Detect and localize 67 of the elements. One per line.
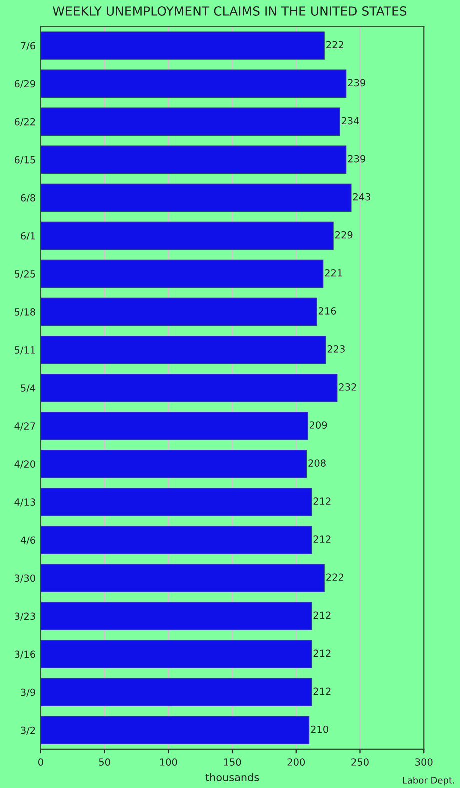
x-tick-label: 200	[288, 758, 306, 766]
x-tick-label: 100	[160, 758, 178, 766]
chart-title: WEEKLY UNEMPLOYMENT CLAIMS IN THE UNITED STATES	[53, 6, 407, 16]
x-tick-label: 150	[224, 758, 242, 766]
data-label: 243	[353, 193, 370, 201]
data-label: 212	[314, 650, 331, 657]
bar	[40, 70, 347, 98]
bar	[40, 184, 352, 212]
data-label: 216	[318, 307, 336, 315]
data-label: 229	[336, 231, 353, 239]
bar	[40, 602, 312, 630]
x-tick-label: 0	[38, 758, 44, 766]
y-tick-label: 5/25	[14, 270, 36, 279]
x-tick-label: 300	[416, 758, 433, 766]
bar	[40, 564, 325, 592]
bar	[40, 108, 340, 136]
y-tick-label: 3/16	[14, 650, 36, 659]
data-label: 212	[314, 612, 331, 619]
data-label: 223	[328, 346, 345, 353]
y-tick-label: 3/30	[14, 574, 36, 583]
y-tick-label: 4/20	[14, 460, 36, 469]
x-tick-label: 250	[352, 758, 369, 766]
y-tick-label: 3/23	[14, 612, 36, 621]
data-label: 208	[308, 460, 326, 467]
bar	[40, 526, 312, 554]
x-axis-title: thousands	[206, 773, 260, 782]
y-tick-label: 6/8	[21, 194, 36, 203]
bar	[40, 298, 318, 326]
data-label: 210	[311, 726, 328, 734]
bar	[40, 336, 326, 364]
data-label: 222	[326, 41, 344, 48]
bar	[40, 260, 324, 288]
bar	[40, 222, 334, 250]
y-tick-label: 6/29	[14, 80, 36, 88]
data-label: 221	[325, 269, 342, 277]
y-tick-label: 7/6	[21, 42, 36, 50]
y-tick-label: 3/2	[21, 726, 36, 735]
data-label: 232	[339, 384, 356, 391]
bar	[40, 678, 312, 706]
bar	[40, 374, 338, 402]
data-label: 234	[342, 117, 360, 125]
data-label: 222	[326, 574, 344, 581]
bar	[40, 488, 312, 516]
bar	[40, 450, 308, 478]
y-tick-label: 5/11	[14, 346, 36, 355]
data-label: 239	[348, 155, 366, 163]
data-label: 209	[310, 422, 328, 429]
y-tick-label: 6/1	[21, 232, 36, 241]
y-tick-label: 4/6	[20, 536, 36, 545]
bar	[40, 716, 310, 744]
bar	[40, 640, 312, 668]
y-tick-label: 6/15	[14, 156, 36, 164]
data-label: 212	[314, 498, 331, 505]
data-label: 212	[314, 536, 331, 543]
y-tick-label: 5/4	[21, 384, 36, 393]
y-tick-label: 3/9	[21, 688, 36, 697]
y-tick-label: 5/18	[14, 308, 36, 317]
data-label: 239	[348, 79, 366, 87]
bar	[40, 32, 325, 60]
text: Labor Dept.	[403, 776, 454, 786]
y-tick-label: 6/22	[14, 118, 36, 126]
y-tick-label: 4/13	[14, 498, 36, 507]
data-label: 212	[314, 688, 331, 696]
bar	[40, 146, 347, 174]
x-tick-label: 50	[99, 758, 110, 766]
y-tick-label: 4/27	[14, 422, 36, 431]
bar	[40, 412, 308, 440]
